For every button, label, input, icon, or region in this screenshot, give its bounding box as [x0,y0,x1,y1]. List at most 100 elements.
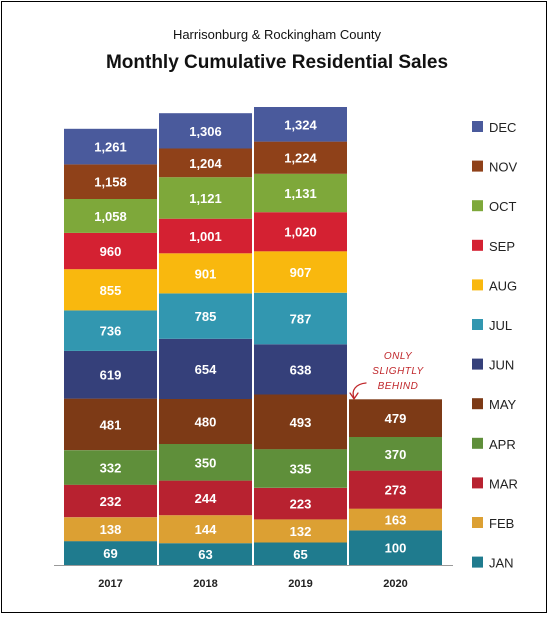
data-label-2018-feb: 144 [195,522,217,537]
data-label-2019-jul: 787 [290,312,312,327]
legend-swatch-jul [472,319,483,330]
bar-segment-2019-may [254,394,347,450]
x-tick-label-2020: 2020 [383,578,407,590]
data-label-2017-jul: 736 [100,324,122,339]
legend-label-sep: SEP [489,239,515,254]
data-label-2017-may: 481 [100,417,122,432]
data-label-2020-mar: 273 [385,483,407,498]
legend-label-jul: JUL [489,318,512,333]
bar-segment-2018-may [159,399,252,444]
legend-label-nov: NOV [489,160,518,175]
bar-segment-2019-dec [254,107,347,142]
legend: DEC NOV OCT SEP AUG JUL JUN MAY APR MAR FEB JAN [472,120,518,571]
data-label-2018-jul: 785 [195,309,217,324]
legend-swatch-oct [472,200,483,212]
bar-segment-2018-dec [159,113,252,149]
annotation-text-line: BEHIND [378,381,419,392]
bar-segment-2017-apr [64,450,157,485]
data-label-2017-apr: 332 [100,461,122,476]
data-label-2018-jun: 654 [195,362,217,377]
bar-segment-2018-jul [159,293,252,339]
chart-subtitle: Harrisonburg & Rockingham County [173,27,382,42]
bar-segment-2017-oct [64,199,157,233]
bar-segment-2019-aug [254,251,347,293]
bar-segment-2020-jan [349,530,442,565]
bar-segment-2019-feb [254,519,347,543]
bar-segment-2017-dec [64,128,157,165]
bar-segment-2017-jan [64,541,157,565]
legend-label-may: MAY [489,397,517,412]
bar-segment-2017-jul [64,310,157,351]
data-label-2017-jun: 619 [100,368,122,383]
data-label-2019-dec: 1,324 [284,117,317,132]
data-label-2019-may: 493 [290,415,312,430]
legend-label-jun: JUN [489,358,514,373]
data-label-2017-dec: 1,261 [94,140,127,155]
x-tick-label-2017: 2017 [98,578,122,590]
data-label-2018-mar: 244 [195,491,217,506]
data-label-2018-apr: 350 [195,455,217,470]
legend-swatch-dec [472,121,483,132]
legend-label-jan: JAN [489,556,514,571]
bar-segment-2018-jan [159,543,252,565]
bar-segment-2017-nov [64,164,157,199]
bar-segment-2017-mar [64,484,157,518]
data-label-2017-feb: 138 [100,522,122,537]
data-label-2017-oct: 1,058 [94,209,127,224]
bar-segment-2019-oct [254,173,347,213]
data-label-2018-oct: 1,121 [189,191,222,206]
bar-segment-2019-apr [254,449,347,488]
bar-segment-2018-aug [159,253,252,294]
data-label-2018-may: 480 [195,414,217,429]
data-label-2019-aug: 907 [290,265,312,280]
data-label-2018-dec: 1,306 [189,124,222,139]
x-tick-label-2019: 2019 [288,578,312,590]
bar-segment-2018-nov [159,148,252,178]
bar-segment-2017-jun [64,350,157,399]
legend-swatch-mar [472,477,483,489]
chart-title: Monthly Cumulative Residential Sales [106,52,448,73]
legend-label-dec: DEC [489,120,516,135]
bar-segment-2017-may [64,398,157,451]
data-label-2018-jan: 63 [198,547,212,562]
legend-swatch-feb [472,517,483,528]
data-label-2020-may: 479 [385,411,407,426]
legend-swatch-nov [472,160,483,172]
bar-segment-2018-feb [159,515,252,544]
legend-swatch-may [472,398,483,410]
data-label-2019-mar: 223 [290,497,312,512]
bar-segment-2019-mar [254,487,347,520]
bar-segment-2017-feb [64,517,157,542]
bar-segment-2017-sep [64,232,157,270]
bar-segment-2020-mar [349,470,442,509]
legend-label-feb: FEB [489,516,514,531]
x-axis: 2017 2018 2019 2020 [54,565,453,590]
legend-swatch-jan [472,556,483,568]
annotation-text-line: SLIGHTLY [372,366,424,377]
bar-segment-2020-feb [349,508,442,531]
annotation: ONLY SLIGHTLY BEHIND [349,351,424,401]
annotation-text-line: ONLY [384,351,413,362]
legend-label-mar: MAR [489,476,518,491]
bar-segment-2020-apr [349,437,442,471]
bar-segment-2019-jul [254,292,347,345]
data-label-2019-oct: 1,131 [284,186,317,201]
bar-segment-2019-jun [254,344,347,395]
legend-swatch-aug [472,279,483,291]
data-label-2018-nov: 1,204 [189,156,222,171]
data-label-2019-nov: 1,224 [284,151,317,166]
bar-segment-2018-sep [159,218,252,254]
bar-segment-2019-nov [254,141,347,174]
bars-group: 69 138 232 332 481 619 736 855 960 1,058 1,158 1,26… [64,107,442,565]
bar-segment-2018-jun [159,338,252,399]
bar-segment-2019-sep [254,212,347,252]
legend-label-aug: AUG [489,278,517,293]
data-label-2017-jan: 69 [103,546,117,561]
data-label-2018-aug: 901 [195,266,217,281]
bar-segment-2018-apr [159,443,252,481]
data-label-2020-feb: 163 [385,513,407,528]
bar-segment-2020-may [349,399,442,437]
data-label-2019-jan: 65 [293,547,307,562]
